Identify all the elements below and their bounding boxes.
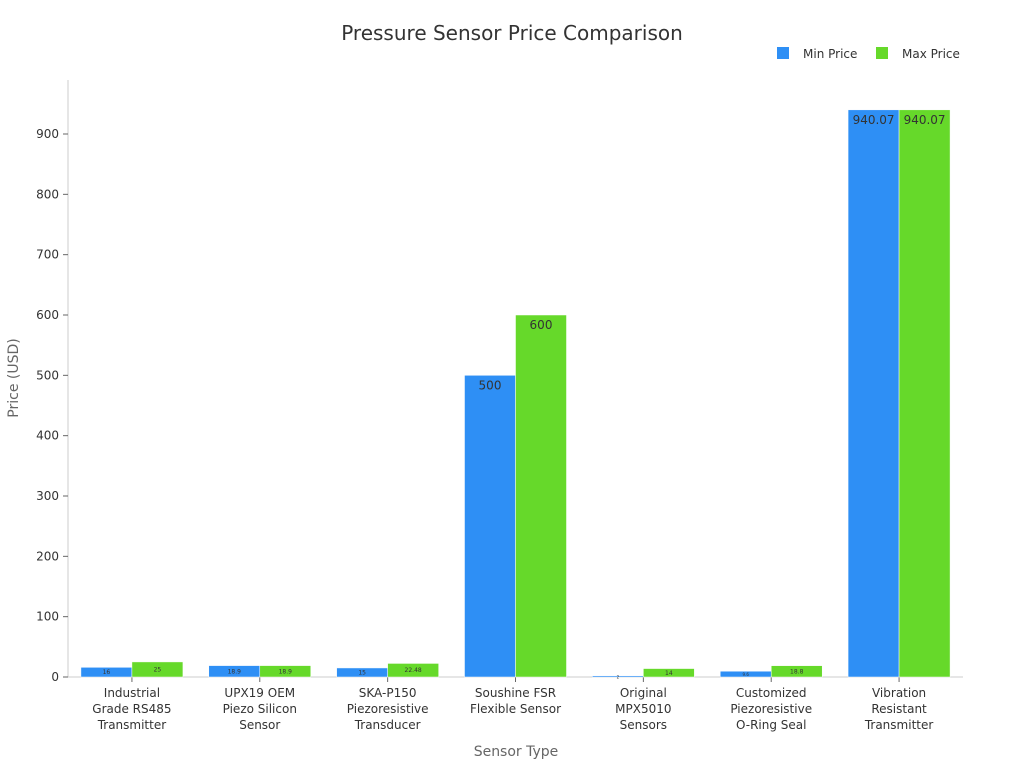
y-tick-label: 900 xyxy=(36,127,59,141)
data-label: 22.48 xyxy=(405,667,422,674)
y-tick-label: 700 xyxy=(36,248,59,262)
y-tick-label: 100 xyxy=(36,610,59,624)
bar-max-price[interactable] xyxy=(387,663,439,678)
legend: Min Price Max Price xyxy=(777,47,960,61)
data-label: 940.07 xyxy=(904,113,946,127)
bar-max-price[interactable] xyxy=(643,668,695,678)
x-tick-label: Original MPX5010 Sensors xyxy=(615,686,671,732)
bar-min-price[interactable] xyxy=(847,109,900,678)
data-label: 15 xyxy=(358,669,366,676)
y-tick-label: 600 xyxy=(36,308,59,322)
data-label: 500 xyxy=(479,378,502,392)
bar-max-price[interactable] xyxy=(131,661,184,678)
x-tick-label: UPX19 OEM Piezo Silicon Sensor xyxy=(223,686,297,732)
data-label: 18.8 xyxy=(790,668,804,675)
data-label: 14 xyxy=(665,670,673,677)
bar-min-price[interactable] xyxy=(464,375,516,678)
x-tick-label: Soushine FSR Flexible Sensor xyxy=(470,686,561,716)
legend-label: Min Price xyxy=(803,47,857,61)
y-tick-label: 0 xyxy=(51,670,59,684)
x-axis-label: Sensor Type xyxy=(474,744,559,760)
chart-title: Pressure Sensor Price Comparison xyxy=(341,21,683,45)
data-label: 18.9 xyxy=(279,668,293,675)
bar-max-price[interactable] xyxy=(898,109,951,678)
y-tick-label: 300 xyxy=(36,489,59,503)
x-tick-label: Industrial Grade RS485 Transmitter xyxy=(92,686,171,732)
data-label: 25 xyxy=(154,666,162,673)
data-label: 940.07 xyxy=(853,113,895,127)
data-label: 600 xyxy=(530,318,553,332)
legend-swatch xyxy=(777,47,789,59)
data-label: 2 xyxy=(617,674,620,679)
data-label: 18.9 xyxy=(228,668,242,675)
data-label: 16 xyxy=(103,669,111,676)
x-tick-label: Vibration Resistant Transmitter xyxy=(864,686,934,732)
bar-max-price[interactable] xyxy=(515,314,567,678)
data-label: 9.6 xyxy=(743,672,750,677)
y-tick-label: 200 xyxy=(36,549,59,563)
y-tick-label: 500 xyxy=(36,368,59,382)
bar-max-price[interactable] xyxy=(259,665,312,678)
y-axis-label: Price (USD) xyxy=(6,338,22,417)
y-tick-label: 800 xyxy=(36,187,59,201)
legend-label: Max Price xyxy=(902,47,960,61)
y-tick-label: 400 xyxy=(36,429,59,443)
x-tick-label: SKA-P150 Piezoresistive Transducer xyxy=(347,686,429,732)
x-tick-label: Customized Piezoresistive O-Ring Seal xyxy=(730,686,812,732)
bar-max-price[interactable] xyxy=(770,665,823,678)
legend-swatch xyxy=(876,47,888,59)
